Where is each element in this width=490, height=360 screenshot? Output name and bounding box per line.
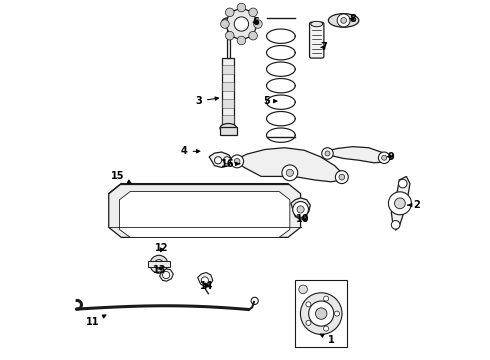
Circle shape [323, 296, 329, 301]
Text: 15: 15 [111, 171, 131, 183]
Circle shape [234, 17, 248, 31]
Circle shape [339, 174, 344, 180]
Circle shape [282, 165, 298, 181]
Circle shape [286, 169, 294, 176]
Circle shape [309, 301, 334, 326]
Circle shape [163, 271, 170, 279]
Bar [226, 22, 230, 58]
Text: 13: 13 [152, 265, 166, 275]
Polygon shape [234, 148, 343, 182]
Bar [220, 127, 237, 135]
Circle shape [382, 155, 387, 160]
Circle shape [223, 157, 231, 164]
Text: 3: 3 [195, 96, 219, 106]
Circle shape [300, 293, 342, 334]
Bar [222, 65, 234, 74]
Circle shape [293, 202, 309, 217]
Polygon shape [326, 147, 387, 163]
Circle shape [251, 297, 258, 305]
Circle shape [325, 151, 330, 156]
Circle shape [225, 8, 234, 17]
Circle shape [398, 179, 407, 188]
Circle shape [254, 20, 262, 28]
Bar [148, 261, 170, 267]
Polygon shape [109, 184, 300, 237]
Bar [222, 99, 234, 108]
Text: 1: 1 [320, 334, 334, 345]
Circle shape [392, 221, 400, 229]
Circle shape [335, 311, 340, 316]
Ellipse shape [222, 18, 235, 27]
Text: 5: 5 [263, 96, 277, 106]
Circle shape [335, 171, 348, 184]
Text: 4: 4 [181, 146, 200, 156]
Circle shape [316, 308, 327, 319]
Circle shape [306, 302, 311, 307]
Circle shape [378, 152, 390, 163]
Text: 9: 9 [387, 152, 394, 162]
Circle shape [394, 198, 405, 209]
FancyBboxPatch shape [310, 22, 324, 58]
Circle shape [215, 157, 221, 164]
Polygon shape [120, 192, 290, 237]
Ellipse shape [311, 21, 322, 27]
Circle shape [220, 20, 229, 28]
Circle shape [249, 8, 257, 17]
Polygon shape [160, 269, 173, 281]
Polygon shape [209, 152, 232, 167]
Text: 14: 14 [200, 281, 214, 291]
Text: 12: 12 [155, 243, 169, 253]
Circle shape [341, 18, 346, 23]
Text: 16: 16 [220, 159, 240, 169]
Text: 11: 11 [86, 315, 106, 327]
Polygon shape [197, 273, 213, 287]
Bar [295, 280, 347, 347]
Bar [222, 58, 234, 128]
Circle shape [249, 31, 257, 40]
Ellipse shape [220, 123, 237, 132]
Circle shape [306, 320, 311, 325]
Polygon shape [291, 198, 310, 220]
Text: 2: 2 [408, 200, 420, 210]
Circle shape [225, 31, 234, 40]
Circle shape [337, 14, 350, 27]
Circle shape [154, 260, 164, 269]
Circle shape [234, 158, 240, 164]
Circle shape [297, 206, 304, 213]
Circle shape [150, 255, 168, 273]
Bar [222, 116, 234, 125]
Text: 10: 10 [296, 215, 310, 224]
Polygon shape [392, 176, 410, 230]
Circle shape [237, 36, 245, 45]
Circle shape [231, 155, 244, 168]
Circle shape [299, 285, 307, 294]
Circle shape [237, 3, 245, 12]
Circle shape [389, 192, 412, 215]
Ellipse shape [328, 14, 359, 27]
Circle shape [322, 148, 333, 159]
Bar [222, 82, 234, 91]
Circle shape [201, 277, 208, 284]
Circle shape [226, 9, 256, 39]
Circle shape [323, 326, 329, 331]
Text: 6: 6 [252, 17, 259, 27]
Text: 7: 7 [321, 42, 327, 52]
Text: 8: 8 [349, 14, 356, 24]
